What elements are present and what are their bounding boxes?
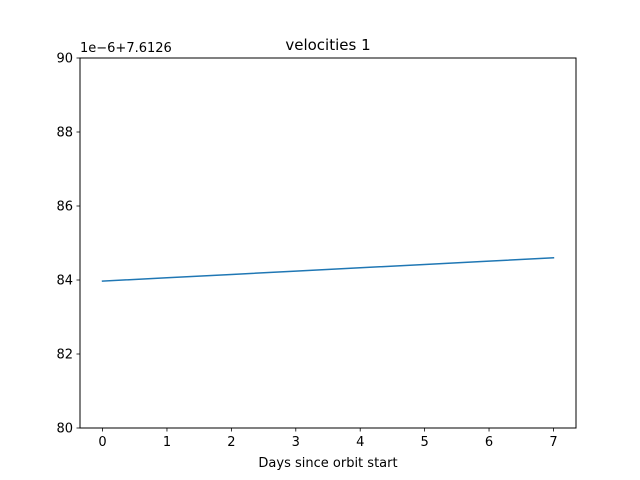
x-tick-label: 6 — [485, 435, 493, 450]
y-tick-label: 86 — [56, 200, 73, 215]
y-tick-label: 80 — [56, 422, 73, 437]
x-tick-label: 1 — [163, 435, 171, 450]
x-tick-label: 7 — [549, 435, 557, 450]
axes-frame — [79, 57, 577, 429]
y-axis-offset-text: 1e−6+7.6126 — [80, 41, 172, 56]
y-tick-label: 82 — [56, 348, 73, 363]
series-line-1 — [101, 257, 555, 282]
y-tick-label: 88 — [56, 126, 73, 141]
x-tick-label: 4 — [356, 435, 364, 450]
chart-title: velocities 1 — [285, 36, 370, 54]
y-tick-label: 90 — [56, 52, 73, 67]
x-axis-label: Days since orbit start — [258, 456, 397, 471]
x-tick-label: 2 — [227, 435, 235, 450]
y-tick-label: 84 — [56, 274, 73, 289]
x-tick-label: 0 — [98, 435, 106, 450]
x-tick-label: 3 — [292, 435, 300, 450]
x-tick-label: 5 — [420, 435, 428, 450]
plot-area: 0 1 2 3 4 5 6 7 80 82 84 86 88 90 — [56, 52, 557, 451]
